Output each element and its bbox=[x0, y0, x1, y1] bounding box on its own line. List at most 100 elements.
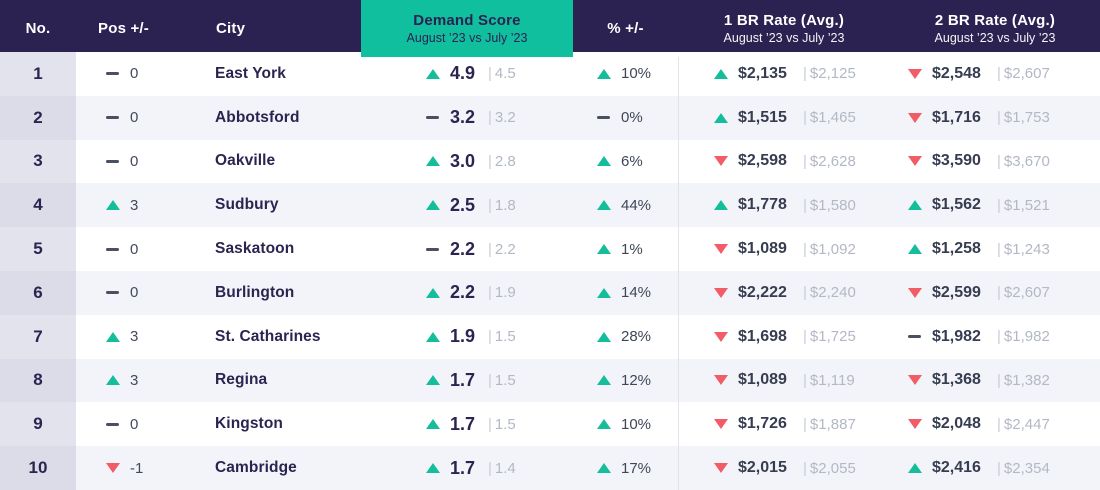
value-separator: | bbox=[803, 109, 807, 127]
rank-cell: 3 bbox=[0, 139, 76, 184]
two-br-rate-cell: $1,562 | $1,521 bbox=[890, 183, 1100, 227]
rank-cell: 5 bbox=[0, 227, 76, 271]
two-br-rate-value: $1,368 bbox=[932, 371, 981, 389]
value-separator: | bbox=[488, 284, 492, 302]
two-br-rate-previous: $2,354 bbox=[1003, 459, 1050, 477]
two-br-rate-cell: $2,599 | $2,607 bbox=[890, 271, 1100, 315]
city-name: Kingston bbox=[215, 415, 283, 433]
percent-change-value: 12% bbox=[621, 371, 652, 389]
percent-change-value: 17% bbox=[621, 459, 652, 477]
position-change-cell: 3 bbox=[76, 359, 212, 403]
city-name: Cambridge bbox=[215, 459, 297, 477]
value-separator: | bbox=[488, 415, 492, 433]
two-br-rate-cell: $1,982 | $1,982 bbox=[890, 315, 1100, 359]
one-br-rate-value: $2,222 bbox=[738, 283, 787, 301]
percent-change-value: 10% bbox=[621, 415, 652, 433]
demand-score-value: 3.2 bbox=[450, 107, 476, 128]
two-br-rate-value: $2,048 bbox=[932, 415, 981, 433]
table-body: 1 0 East York 4.9 | 4.5 10% $2,135 | $2,… bbox=[0, 52, 1100, 490]
trend-icon bbox=[425, 68, 440, 79]
one-br-rate-cell: $2,222 | $2,240 bbox=[678, 271, 890, 315]
trend-glyph bbox=[106, 422, 119, 426]
value-separator: | bbox=[997, 415, 1001, 433]
two-br-rate-value: $2,416 bbox=[932, 459, 981, 477]
column-divider bbox=[678, 57, 679, 490]
column-label: % +/- bbox=[607, 19, 644, 37]
trend-icon bbox=[425, 419, 440, 430]
demand-score-value: 1.7 bbox=[450, 369, 476, 390]
trend-icon bbox=[105, 463, 120, 474]
city-name: Oakville bbox=[215, 152, 276, 170]
trend-icon bbox=[425, 375, 440, 386]
two-br-rate-previous: $1,382 bbox=[1003, 371, 1050, 389]
value-separator: | bbox=[488, 152, 492, 170]
two-br-rate-previous: $1,521 bbox=[1003, 196, 1050, 214]
value-separator: | bbox=[997, 152, 1001, 170]
city-name: Abbotsford bbox=[215, 108, 300, 126]
demand-score-previous: 4.5 bbox=[494, 65, 516, 83]
two-br-rate-cell: $3,590 | $3,670 bbox=[890, 140, 1100, 184]
column-header-demand-score: Demand Score August ’23 vs July ’23 bbox=[361, 0, 573, 57]
trend-glyph bbox=[425, 68, 440, 79]
demand-score-previous: 1.5 bbox=[494, 371, 516, 389]
value-separator: | bbox=[803, 371, 807, 389]
demand-score-value: 4.9 bbox=[450, 63, 476, 84]
percent-change-cell: 1% bbox=[573, 227, 678, 271]
table-row: 3 0 Oakville 3.0 | 2.8 6% $2,598 | $2,62… bbox=[0, 139, 1100, 184]
trend-glyph bbox=[105, 463, 120, 474]
position-change-cell: 3 bbox=[76, 315, 212, 359]
trend-icon bbox=[425, 287, 440, 298]
trend-glyph bbox=[425, 156, 440, 167]
percent-change-cell: 14% bbox=[573, 271, 678, 315]
rank-value: 7 bbox=[33, 326, 43, 346]
rank-value: 2 bbox=[33, 107, 43, 127]
trend-icon bbox=[596, 68, 611, 79]
percent-change-cell: 10% bbox=[573, 52, 678, 96]
position-change-cell: 0 bbox=[76, 271, 212, 315]
table-row: 2 0 Abbotsford 3.2 | 3.2 0% $1,515 | $1,… bbox=[0, 95, 1100, 140]
trend-glyph bbox=[907, 244, 922, 255]
trend-glyph bbox=[596, 419, 611, 430]
trend-icon bbox=[596, 463, 611, 474]
trend-glyph bbox=[425, 463, 440, 474]
trend-icon bbox=[713, 68, 728, 79]
demand-score-value: 1.9 bbox=[450, 326, 476, 347]
city-cell: Saskatoon bbox=[212, 227, 361, 271]
percent-change-cell: 12% bbox=[573, 359, 678, 403]
city-name: Sudbury bbox=[215, 196, 279, 214]
two-br-rate-previous: $1,982 bbox=[1003, 328, 1050, 346]
one-br-rate-value: $1,726 bbox=[738, 415, 787, 433]
table-row: 4 3 Sudbury 2.5 | 1.8 44% $1,778 | $1,58… bbox=[0, 183, 1100, 228]
position-change-cell: 3 bbox=[76, 183, 212, 227]
trend-icon bbox=[105, 422, 120, 426]
trend-glyph bbox=[713, 112, 728, 123]
value-separator: | bbox=[803, 459, 807, 477]
value-separator: | bbox=[803, 415, 807, 433]
trend-glyph bbox=[907, 156, 922, 167]
two-br-rate-value: $1,562 bbox=[932, 196, 981, 214]
city-name: Regina bbox=[215, 371, 268, 389]
demand-score-cell: 1.7 | 1.4 bbox=[361, 446, 573, 490]
value-separator: | bbox=[997, 328, 1001, 346]
percent-change-cell: 28% bbox=[573, 315, 678, 359]
trend-icon bbox=[713, 244, 728, 255]
value-separator: | bbox=[803, 328, 807, 346]
trend-icon bbox=[105, 159, 120, 163]
two-br-rate-value: $1,716 bbox=[932, 108, 981, 126]
column-label: No. bbox=[25, 19, 51, 37]
city-cell: Cambridge bbox=[212, 446, 361, 490]
trend-icon bbox=[713, 287, 728, 298]
demand-score-value: 1.7 bbox=[450, 413, 476, 434]
two-br-rate-previous: $1,753 bbox=[1003, 109, 1050, 127]
one-br-rate-value: $2,015 bbox=[738, 459, 787, 477]
two-br-rate-cell: $2,416 | $2,354 bbox=[890, 446, 1100, 490]
one-br-rate-previous: $1,092 bbox=[809, 240, 856, 258]
table-row: 1 0 East York 4.9 | 4.5 10% $2,135 | $2,… bbox=[0, 52, 1100, 96]
value-separator: | bbox=[488, 196, 492, 214]
trend-glyph bbox=[596, 463, 611, 474]
two-br-rate-value: $2,548 bbox=[932, 64, 981, 82]
percent-change-cell: 17% bbox=[573, 446, 678, 490]
city-cell: East York bbox=[212, 52, 361, 96]
column-header-position-change: Pos +/- bbox=[76, 0, 212, 57]
